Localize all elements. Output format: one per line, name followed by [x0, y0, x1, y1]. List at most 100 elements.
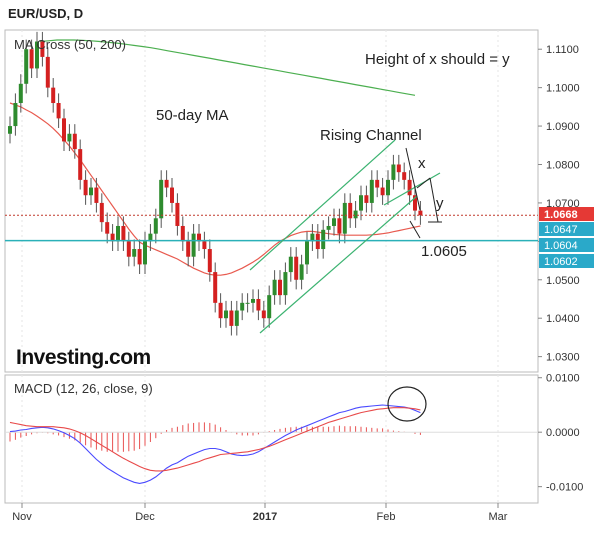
- x-mark-label: x: [418, 155, 426, 172]
- candle-body: [202, 241, 207, 250]
- candle-body: [62, 118, 66, 142]
- candle-body: [413, 195, 417, 211]
- price-tag-label: 1.0604: [544, 240, 578, 252]
- channel-annotation: Rising Channel: [320, 127, 422, 144]
- candle-body: [418, 210, 423, 216]
- macd-tick-label: 0.0100: [546, 373, 580, 385]
- candle-body: [164, 179, 169, 188]
- candle-body: [396, 164, 401, 173]
- candle-body: [72, 133, 77, 150]
- time-tick-label: Feb: [377, 511, 396, 523]
- candle-body: [224, 310, 228, 319]
- candle-body: [272, 279, 277, 296]
- candle-body: [375, 179, 380, 188]
- target-annotation: 1.0605: [421, 243, 467, 260]
- candle-body: [256, 298, 261, 311]
- macd-crossover-circle: [387, 386, 427, 422]
- time-tick-label: Mar: [489, 511, 508, 523]
- candle-body: [310, 233, 315, 242]
- candle-body: [148, 233, 153, 242]
- price-tick-label: 1.0400: [546, 313, 580, 325]
- candle-body: [99, 202, 104, 223]
- candle-body: [240, 302, 245, 311]
- candle-body: [407, 179, 412, 196]
- time-axis: Nov Dec 2017 Feb Mar: [12, 503, 508, 523]
- candle-body: [342, 202, 347, 234]
- price-tag-label: 1.0602: [544, 256, 578, 268]
- price-tags: 1.0668 1.0647 1.0604 1.0602: [539, 207, 594, 268]
- price-axis: 1.03001.04001.05001.06001.07001.08001.09…: [538, 44, 580, 364]
- price-tick-label: 1.0900: [546, 121, 580, 133]
- candle-body: [126, 241, 131, 257]
- candle-body: [94, 187, 99, 203]
- channel-upper-line: [249, 139, 396, 271]
- candle-body: [13, 103, 18, 127]
- candle-body: [153, 218, 158, 234]
- candle-body: [348, 202, 353, 219]
- candle-body: [315, 233, 320, 250]
- candle-body: [353, 210, 358, 219]
- candle-body: [359, 195, 363, 211]
- watermark: Investing.com: [16, 346, 151, 369]
- macd-panel: [4, 374, 539, 504]
- ma50-annotation: 50-day MA: [156, 107, 229, 124]
- candle-body: [207, 249, 212, 273]
- target-pointer: [409, 220, 421, 239]
- candle-body: [337, 218, 342, 234]
- candle-body: [51, 87, 56, 104]
- ma200-line: [39, 39, 416, 96]
- candle-body: [288, 256, 293, 273]
- candle-body: [170, 187, 174, 203]
- chart-title: EUR/USD, D: [8, 6, 83, 21]
- macd-histogram: [5, 422, 538, 452]
- macd-label: MACD (12, 26, close, 9): [14, 381, 153, 396]
- candle-body: [278, 279, 282, 296]
- candle-body: [18, 83, 23, 104]
- candle-body: [229, 310, 234, 326]
- y-measure-line: [429, 177, 439, 223]
- price-tick-label: 1.0800: [546, 159, 580, 171]
- candle-body: [186, 241, 191, 257]
- price-panel: [4, 29, 539, 373]
- candle-body: [245, 302, 250, 304]
- height-note: Height of x should = y: [365, 51, 510, 68]
- channel-lower-line: [259, 195, 418, 334]
- candle-body: [29, 49, 34, 69]
- price-tick-label: 1.0500: [546, 275, 580, 287]
- y-measure-top: [416, 177, 431, 189]
- candle-body: [137, 249, 142, 265]
- candle-body: [40, 41, 45, 57]
- candle-body: [132, 249, 137, 257]
- candle-body: [89, 187, 93, 196]
- candle-body: [143, 241, 147, 265]
- macd-line: [9, 404, 421, 484]
- candle-body: [175, 202, 180, 226]
- macd-lines: [9, 404, 421, 484]
- candle-body: [197, 233, 201, 242]
- candle-body: [234, 310, 239, 326]
- macd-axis: -0.0100 0.0000 0.0100: [538, 373, 583, 494]
- price-tick-label: 1.1000: [546, 83, 580, 95]
- time-tick-label: Nov: [12, 511, 32, 523]
- candle-body: [35, 41, 39, 69]
- time-tick-label: 2017: [253, 511, 277, 523]
- candle-body: [121, 225, 126, 242]
- candle-body: [116, 225, 120, 242]
- price-tag-box: [539, 222, 594, 236]
- candle-body: [83, 179, 88, 196]
- signal-line: [9, 407, 421, 472]
- candle-body: [369, 179, 374, 203]
- candle-body: [321, 229, 326, 250]
- candle-body: [326, 225, 331, 230]
- price-tag-label: 1.0647: [544, 224, 578, 236]
- candle-body: [191, 233, 196, 257]
- candle-body: [305, 241, 309, 265]
- candle-body: [364, 195, 369, 203]
- candle-body: [261, 310, 266, 319]
- candle-body: [402, 172, 407, 180]
- ma-cross-label: MA Cross (50, 200): [14, 37, 126, 52]
- price-tag-label: 1.0668: [544, 209, 578, 221]
- macd-tick-label: -0.0100: [546, 482, 583, 494]
